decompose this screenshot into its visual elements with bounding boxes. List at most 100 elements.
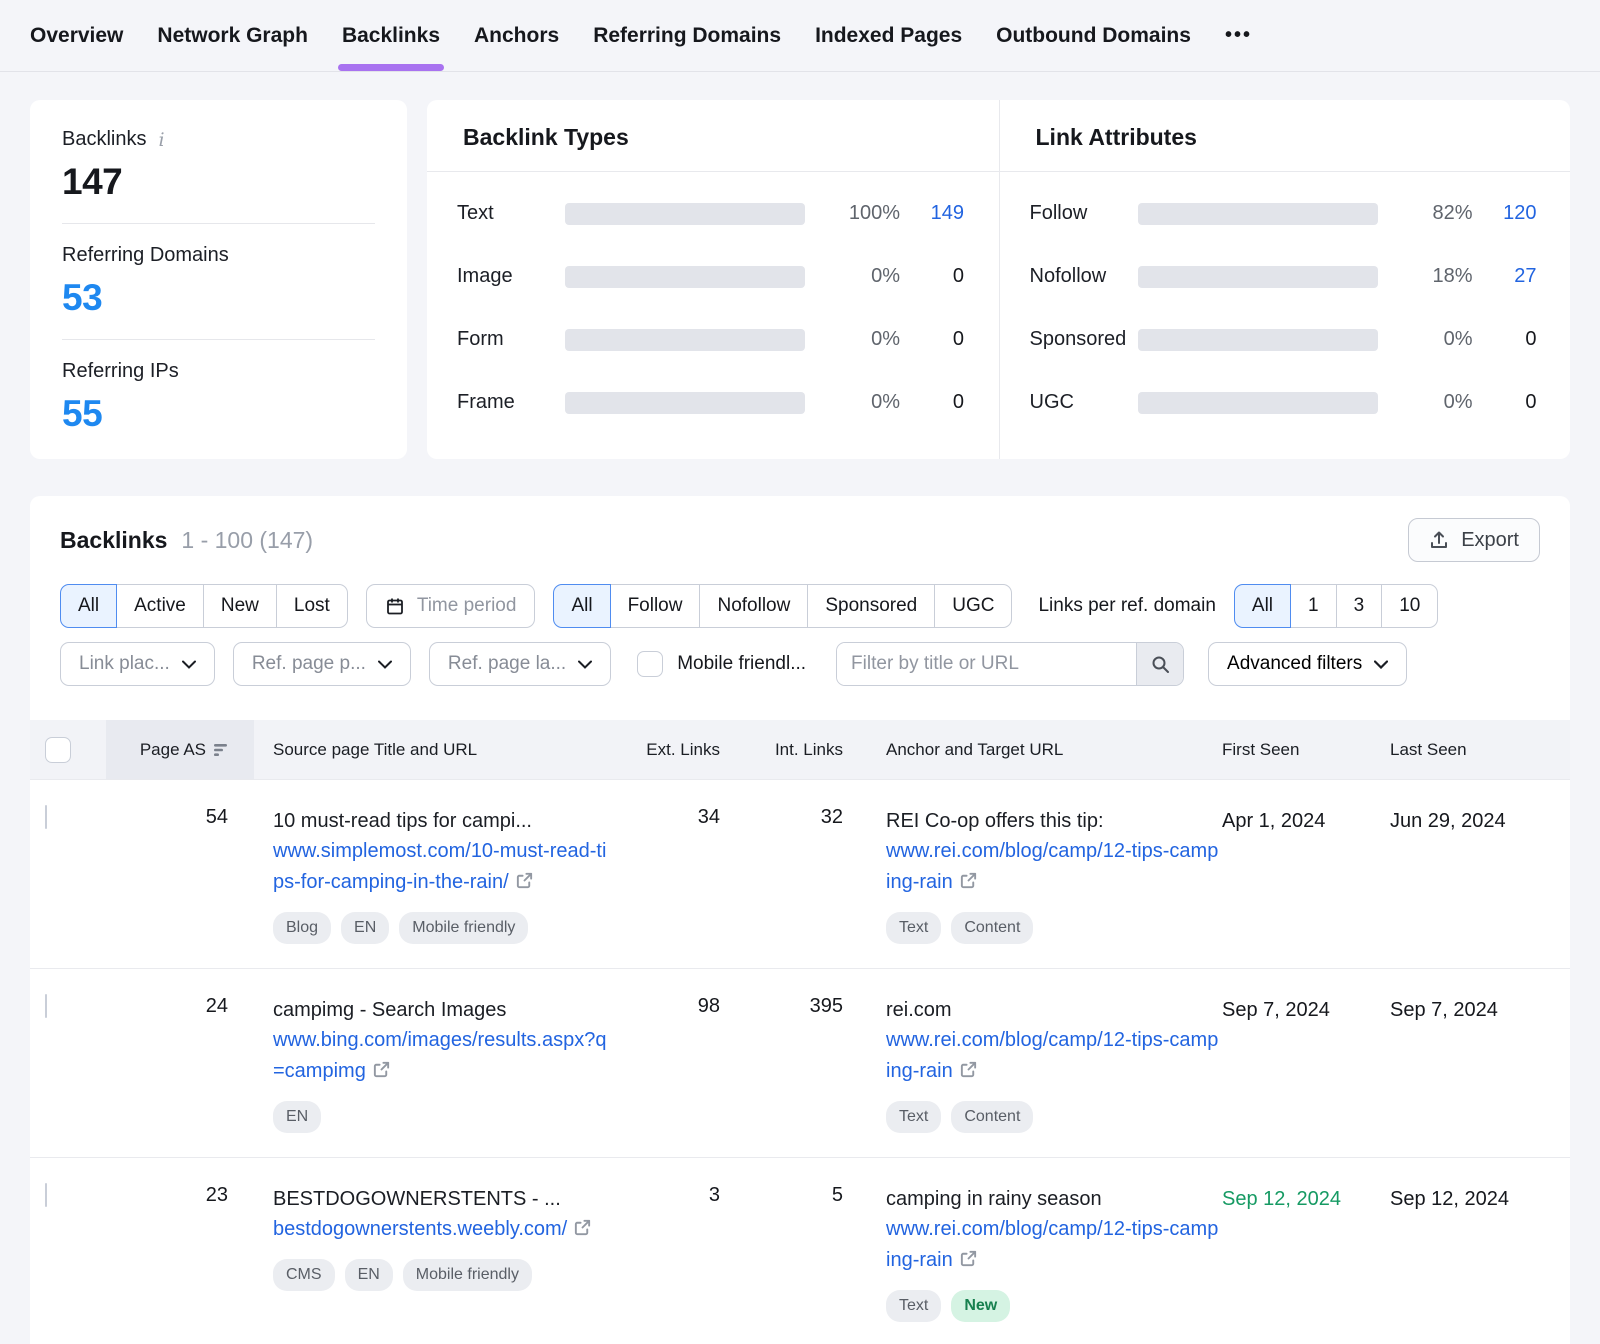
last-seen-date: Sep 7, 2024 bbox=[1390, 999, 1498, 1021]
source-url-link[interactable]: www.simplemost.com/10-must-read-tips-for… bbox=[273, 840, 607, 893]
select-all-checkbox[interactable] bbox=[45, 736, 71, 763]
external-link-icon[interactable] bbox=[515, 871, 534, 890]
summary-section: Backlinks i 147 Referring Domains 53 Ref… bbox=[30, 100, 1570, 459]
page-as-header-label: Page AS bbox=[139, 739, 206, 759]
source-tag: CMS bbox=[273, 1259, 335, 1291]
referring-ips-value[interactable]: 55 bbox=[62, 393, 103, 434]
bar-count-link[interactable]: 27 bbox=[1514, 265, 1537, 287]
attr-nofollow-button[interactable]: Nofollow bbox=[699, 584, 809, 628]
search-button[interactable] bbox=[1136, 643, 1184, 685]
source-tag: EN bbox=[273, 1101, 322, 1133]
lpd-3-button[interactable]: 3 bbox=[1335, 584, 1383, 628]
target-url-link[interactable]: www.rei.com/blog/camp/12-tips-camping-ra… bbox=[886, 1218, 1219, 1271]
bar-count: 0 bbox=[952, 265, 964, 287]
ref-page-platform-dropdown[interactable]: Ref. page p... bbox=[232, 642, 411, 686]
attr-ugc-button[interactable]: UGC bbox=[934, 584, 1013, 628]
bar-count: 0 bbox=[1525, 391, 1537, 413]
ref-page-language-dropdown[interactable]: Ref. page la... bbox=[428, 642, 612, 686]
tab-outbound-domains[interactable]: Outbound Domains bbox=[996, 23, 1191, 47]
referring-domains-value[interactable]: 53 bbox=[62, 277, 103, 318]
int-links-value: 5 bbox=[831, 1184, 843, 1206]
lpd-1-button[interactable]: 1 bbox=[1290, 584, 1337, 628]
tab-backlinks[interactable]: Backlinks bbox=[337, 0, 445, 71]
links-per-domain-label: Links per ref. domain bbox=[1038, 595, 1216, 616]
info-icon[interactable]: i bbox=[158, 128, 165, 151]
title-url-filter bbox=[836, 642, 1185, 686]
target-url-link[interactable]: www.rei.com/blog/camp/12-tips-camping-ra… bbox=[886, 1029, 1219, 1082]
referring-domains-label: Referring Domains bbox=[62, 244, 229, 266]
status-active-button[interactable]: Active bbox=[116, 584, 204, 628]
attr-all-button[interactable]: All bbox=[553, 584, 611, 628]
external-link-icon[interactable] bbox=[959, 1249, 978, 1268]
lpd-10-button[interactable]: 10 bbox=[1381, 584, 1439, 628]
column-header-last-seen[interactable]: Last Seen bbox=[1390, 739, 1467, 759]
time-period-button[interactable]: Time period bbox=[365, 584, 536, 628]
column-header-page-as[interactable]: Page AS bbox=[106, 720, 254, 779]
tab-anchors[interactable]: Anchors bbox=[474, 23, 560, 47]
backlinks-table-card: Backlinks 1 - 100 (147) Export All Activ… bbox=[30, 496, 1570, 1344]
column-header-int-links[interactable]: Int. Links bbox=[774, 739, 843, 759]
row-checkbox[interactable] bbox=[45, 1183, 47, 1207]
bar-percent: 0% bbox=[871, 328, 900, 350]
row-checkbox[interactable] bbox=[45, 805, 47, 829]
external-link-icon[interactable] bbox=[959, 1060, 978, 1079]
bar-count: 0 bbox=[1525, 328, 1537, 350]
ext-links-value: 3 bbox=[708, 1184, 720, 1206]
column-header-anchor[interactable]: Anchor and Target URL bbox=[886, 739, 1064, 759]
bar-row-text: Text 100% 149 bbox=[457, 202, 975, 225]
ref-page-platform-label: Ref. page p... bbox=[251, 653, 366, 674]
status-lost-button[interactable]: Lost bbox=[275, 584, 348, 628]
row-checkbox[interactable] bbox=[45, 994, 47, 1018]
int-links-value: 32 bbox=[820, 806, 843, 828]
advanced-filters-dropdown[interactable]: Advanced filters bbox=[1208, 642, 1408, 686]
export-upload-icon bbox=[1431, 531, 1448, 548]
bar-track bbox=[1137, 391, 1378, 414]
chevron-down-icon bbox=[578, 660, 593, 669]
source-tag: EN bbox=[341, 912, 390, 944]
bar-count-link[interactable]: 149 bbox=[930, 202, 964, 224]
source-tag: Blog bbox=[273, 912, 332, 944]
link-attributes-title: Link Attributes bbox=[999, 100, 1570, 172]
distribution-panels: Backlink Types Text 100% 149 Image 0% 0 … bbox=[427, 100, 1570, 459]
bar-percent: 82% bbox=[1432, 202, 1473, 224]
new-badge: New bbox=[951, 1290, 1011, 1322]
column-header-first-seen[interactable]: First Seen bbox=[1222, 739, 1300, 759]
mobile-friendly-checkbox[interactable] bbox=[637, 651, 664, 677]
external-link-icon[interactable] bbox=[959, 871, 978, 890]
bar-row-form: Form 0% 0 bbox=[457, 328, 975, 351]
bar-percent: 0% bbox=[871, 391, 900, 413]
column-header-ext-links[interactable]: Ext. Links bbox=[646, 739, 720, 759]
export-button[interactable]: Export bbox=[1408, 518, 1540, 562]
bar-count-link[interactable]: 120 bbox=[1503, 202, 1537, 224]
backlink-types-title: Backlink Types bbox=[427, 100, 999, 172]
bar-label: Sponsored bbox=[1029, 328, 1127, 350]
tab-indexed-pages[interactable]: Indexed Pages bbox=[815, 23, 963, 47]
status-new-button[interactable]: New bbox=[202, 584, 277, 628]
external-link-icon[interactable] bbox=[573, 1218, 592, 1237]
more-tabs-button[interactable]: ••• bbox=[1224, 24, 1252, 46]
bar-label: Nofollow bbox=[1029, 265, 1107, 287]
page-as-value: 24 bbox=[205, 995, 228, 1017]
lpd-all-button[interactable]: All bbox=[1233, 584, 1292, 628]
external-link-icon[interactable] bbox=[372, 1060, 391, 1079]
table-row: 24 campimg - Search Images www.bing.com/… bbox=[30, 969, 1570, 1158]
attr-follow-button[interactable]: Follow bbox=[609, 584, 701, 628]
column-header-source[interactable]: Source page Title and URL bbox=[273, 739, 478, 759]
source-url-link[interactable]: www.bing.com/images/results.aspx?q=campi… bbox=[273, 1029, 607, 1082]
link-placement-dropdown[interactable]: Link plac... bbox=[60, 642, 215, 686]
source-url-link[interactable]: bestdogownerstents.weebly.com/ bbox=[273, 1218, 568, 1240]
attr-sponsored-button[interactable]: Sponsored bbox=[807, 584, 936, 628]
bar-row-sponsored: Sponsored 0% 0 bbox=[1030, 328, 1547, 351]
chevron-down-icon bbox=[1374, 659, 1389, 669]
tab-network-graph[interactable]: Network Graph bbox=[157, 23, 308, 47]
backlinks-label: Backlinks bbox=[62, 128, 147, 150]
tab-overview[interactable]: Overview bbox=[30, 23, 124, 47]
table-title: Backlinks bbox=[60, 526, 168, 553]
sort-descending-icon bbox=[214, 743, 227, 756]
tab-referring-domains[interactable]: Referring Domains bbox=[593, 23, 782, 47]
last-seen-date: Jun 29, 2024 bbox=[1390, 810, 1506, 832]
target-url-link[interactable]: www.rei.com/blog/camp/12-tips-camping-ra… bbox=[886, 840, 1219, 893]
divider bbox=[62, 223, 375, 224]
status-all-button[interactable]: All bbox=[60, 584, 118, 628]
search-input[interactable] bbox=[837, 643, 1137, 685]
